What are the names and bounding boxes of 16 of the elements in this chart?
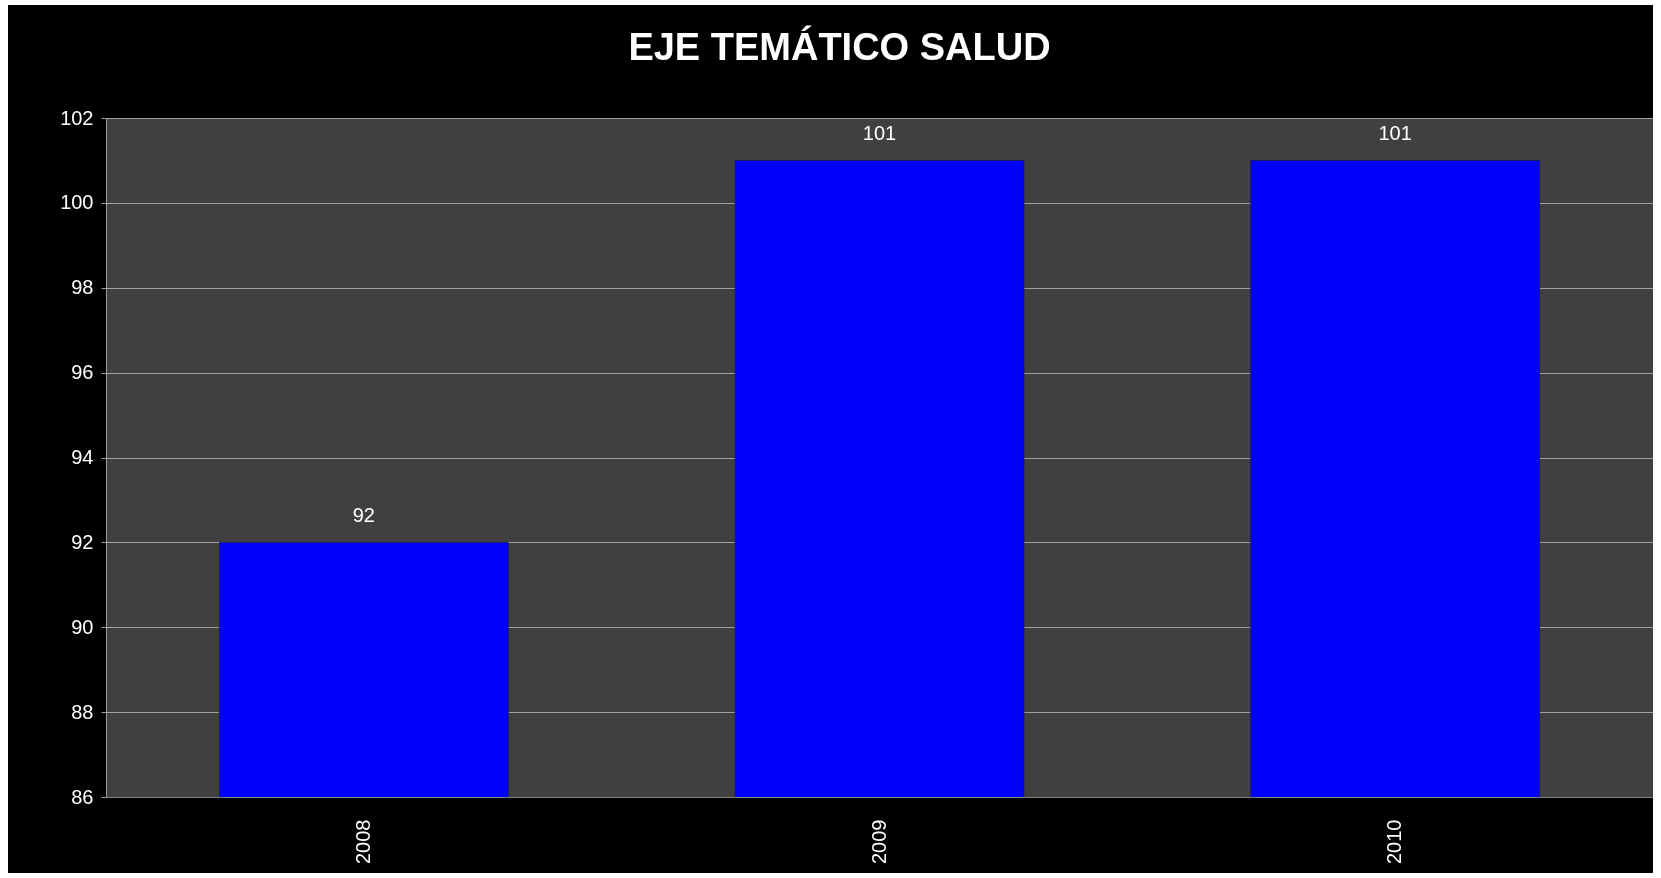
y-tick-label: 88 (71, 700, 94, 723)
x-tick-label: 2009 (867, 819, 890, 864)
y-tick-label: 96 (71, 361, 94, 384)
y-tick-label: 86 (71, 785, 94, 808)
y-tick-label: 90 (71, 615, 94, 638)
x-tick-label: 2010 (1383, 819, 1406, 864)
y-tick-label: 92 (71, 530, 94, 553)
data-label: 92 (352, 504, 375, 527)
y-tick-label: 102 (60, 106, 94, 129)
data-label: 101 (862, 122, 897, 145)
chart-title: EJE TEMÁTICO SALUD (628, 25, 1051, 68)
x-tick-label: 2008 (351, 819, 374, 864)
y-tick-label: 100 (60, 191, 94, 214)
y-tick-label: 94 (71, 446, 94, 468)
y-tick-label: 98 (71, 276, 94, 299)
data-label: 101 (1378, 122, 1412, 145)
